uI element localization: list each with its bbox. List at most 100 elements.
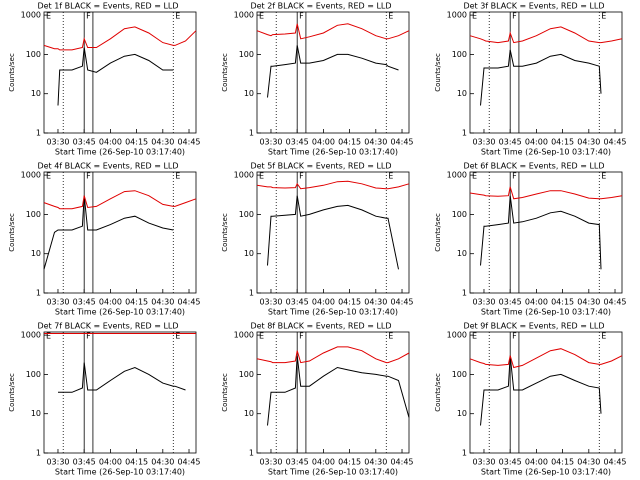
x-tick-label: 04:30 [151,458,174,467]
series-line [267,355,410,426]
x-tick-label: 04:45 [390,298,413,307]
y-tick-label: 1000 [21,331,41,340]
y-tick-label: 10 [457,409,467,418]
x-tick-label: 04:45 [603,458,626,467]
y-tick-label: 1 [462,129,467,138]
series-line [469,348,623,369]
x-tick-label: 03:45 [73,458,96,467]
annotation: F [299,12,304,21]
annotation: E [601,172,606,181]
annotation: E [388,172,393,181]
annotation: E [472,12,477,21]
annotation: E [175,12,180,21]
x-tick-label: 04:45 [177,458,200,467]
annotation: E [601,12,606,21]
annotation: E [388,12,393,21]
y-tick-label: 1000 [234,171,254,180]
chart-title: Det 7f BLACK = Events, RED = LLD [37,322,178,331]
x-tick-label: 04:15 [125,138,148,147]
x-tick-label: 03:30 [46,138,69,147]
chart-title: Det 1f BLACK = Events, RED = LLD [37,2,178,11]
x-tick-label: 04:45 [177,138,200,147]
x-tick-label: 04:15 [338,298,361,307]
series-line [469,186,623,200]
y-tick-label: 100 [26,210,41,219]
plot-frame [256,11,410,134]
y-tick-label: 1 [36,449,41,458]
y-tick-label: 1000 [21,11,41,20]
x-tick-label: 03:45 [499,138,522,147]
y-tick-label: 100 [239,370,254,379]
annotation: F [86,172,91,181]
x-tick-label: 04:45 [390,458,413,467]
y-tick-label: 10 [31,249,41,258]
annotation: E [259,172,264,181]
series-line [58,362,186,393]
x-tick-label: 04:15 [125,458,148,467]
annotation: E [46,12,51,21]
x-tick-label: 04:30 [364,138,387,147]
chart-title: Det 5f BLACK = Events, RED = LLD [250,162,391,171]
x-tick-label: 04:00 [525,458,548,467]
series-line [267,45,399,98]
x-tick-label: 04:15 [338,458,361,467]
y-tick-label: 100 [26,50,41,59]
x-tick-label: 04:45 [603,298,626,307]
x-tick-label: 03:45 [286,138,309,147]
x-tick-label: 03:45 [286,298,309,307]
y-axis-label: Counts/sec [221,373,229,412]
x-tick-label: 04:00 [312,138,335,147]
x-axis-label: Start Time (26-Sep-10 03:17:40) [268,148,398,157]
panel: Det 8f BLACK = Events, RED = LLD Start Ti… [221,322,414,477]
x-tick-label: 04:30 [151,138,174,147]
x-axis-label: Start Time (26-Sep-10 03:17:40) [55,308,185,317]
y-axis-label: Counts/sec [8,53,16,92]
series-line [256,346,410,364]
x-axis-label: Start Time (26-Sep-10 03:17:40) [481,148,611,157]
y-tick-label: 1 [36,129,41,138]
x-tick-label: 04:45 [603,138,626,147]
x-tick-label: 03:45 [73,138,96,147]
chart-title: Det 9f BLACK = Events, RED = LLD [463,322,604,331]
x-tick-label: 04:15 [125,298,148,307]
plot-frame [469,11,623,134]
panel: Det 4f BLACK = Events, RED = LLD Start Ti… [8,162,201,317]
y-tick-label: 1 [249,129,254,138]
series-line [480,195,602,270]
series-line [480,49,602,106]
x-axis-label: Start Time (26-Sep-10 03:17:40) [268,308,398,317]
x-tick-label: 03:45 [286,458,309,467]
x-tick-label: 04:00 [99,138,122,147]
chart-title: Det 3f BLACK = Events, RED = LLD [463,2,604,11]
y-tick-label: 1000 [21,171,41,180]
plot-frame [43,171,197,294]
x-axis-label: Start Time (26-Sep-10 03:17:40) [55,468,185,477]
x-tick-label: 04:00 [99,298,122,307]
x-tick-label: 03:30 [259,298,282,307]
series-line [480,355,602,426]
x-tick-label: 04:30 [577,458,600,467]
series-line [43,26,197,51]
chart-title: Det 2f BLACK = Events, RED = LLD [250,2,391,11]
x-tick-label: 04:15 [551,298,574,307]
y-tick-label: 10 [31,409,41,418]
annotation: F [299,332,304,341]
annotation: E [175,172,180,181]
annotation: F [299,172,304,181]
annotation: E [601,332,606,341]
series-line [43,195,174,270]
y-tick-label: 1 [462,289,467,298]
y-axis-label: Counts/sec [8,373,16,412]
y-tick-label: 1 [249,449,254,458]
chart-title: Det 8f BLACK = Events, RED = LLD [250,322,391,331]
y-tick-label: 10 [457,89,467,98]
panel: Det 5f BLACK = Events, RED = LLD Start Ti… [221,162,414,317]
y-tick-label: 1000 [234,331,254,340]
plot-frame [256,331,410,454]
y-tick-label: 1 [462,449,467,458]
x-tick-label: 03:45 [73,298,96,307]
x-tick-label: 04:00 [525,298,548,307]
annotation: F [512,172,517,181]
x-tick-label: 03:30 [472,458,495,467]
